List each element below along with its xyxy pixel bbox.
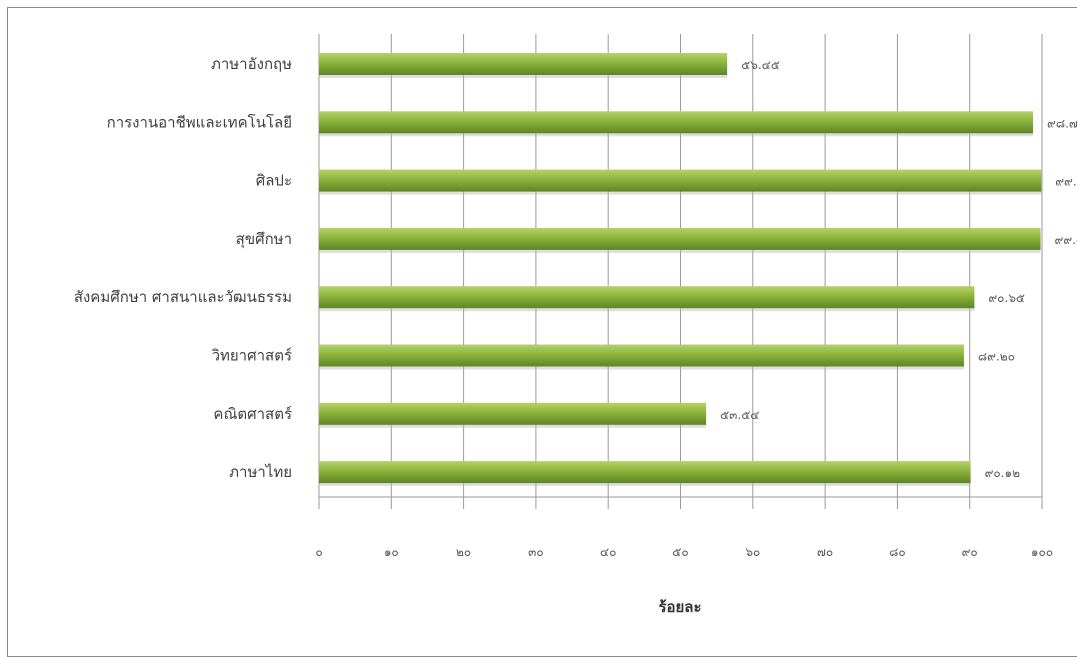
data-label: ๙๙.๘๐ xyxy=(1055,233,1077,247)
x-tick-label: ๑๐ xyxy=(384,545,399,559)
data-label: ๙๘.๗๖ xyxy=(1047,116,1077,130)
category-label: การงานอาชีพและเทคโนโลยี xyxy=(107,113,292,131)
bars xyxy=(319,53,1042,487)
bar xyxy=(319,344,964,367)
bar xyxy=(319,53,728,75)
bar xyxy=(319,286,975,309)
category-label: ภาษาอังกฤษ xyxy=(211,55,292,73)
x-axis-title: ร้อยละ xyxy=(658,598,701,616)
data-label: ๕๓.๕๔ xyxy=(720,408,759,422)
x-tick-label: ๖๐ xyxy=(745,545,760,559)
data-label: ๕๖.๔๕ xyxy=(741,58,780,72)
x-tick-label: ๗๐ xyxy=(817,545,833,559)
x-tick-label: ๐ xyxy=(315,545,322,559)
labels: ๐ ๑๐ ๒๐ ๓๐ ๔๐ ๕๐ ๖๐ ๗๐ ๘๐ ๙๐ ๑๐๐ ภาษาอังกฤษ ๕๖.๔๕การ… xyxy=(74,55,1077,559)
bar xyxy=(319,111,1034,134)
category-label: คณิตศาสตร์ xyxy=(213,405,292,423)
x-tick-label: ๙๐ xyxy=(962,545,978,559)
data-label: ๙๙.๙๐ xyxy=(1055,175,1077,189)
data-label: ๙๐.๖๕ xyxy=(988,291,1025,305)
x-tick-label: ๔๐ xyxy=(600,545,616,559)
data-label: ๙๐.๑๒ xyxy=(985,466,1021,480)
x-tick-label: ๑๐๐ xyxy=(1031,545,1053,559)
data-label: ๘๙.๒๐ xyxy=(978,350,1015,364)
category-label: สังคมศึกษา ศาสนาและวัฒนธรรม xyxy=(74,288,292,306)
bar xyxy=(319,461,971,484)
x-tick-label: ๒๐ xyxy=(456,545,471,559)
category-label: วิทยาศาสตร์ xyxy=(211,347,292,365)
bar xyxy=(319,169,1042,192)
gridlines xyxy=(318,34,1043,509)
category-label: สุขศึกษา xyxy=(236,230,292,249)
bar xyxy=(319,402,707,425)
x-tick-label: ๕๐ xyxy=(672,545,688,559)
x-tick-label: ๘๐ xyxy=(889,545,906,559)
x-tick-label: ๓๐ xyxy=(528,545,544,559)
category-label: ศิลปะ xyxy=(256,172,292,190)
bar xyxy=(319,227,1041,250)
category-label: ภาษาไทย xyxy=(229,463,292,481)
